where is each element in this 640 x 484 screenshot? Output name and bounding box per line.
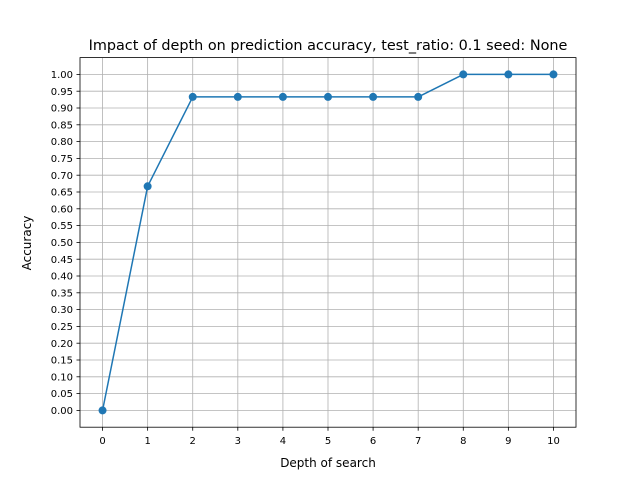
y-tick-label: 0.50 bbox=[51, 238, 73, 249]
y-tick-label: 0.30 bbox=[51, 305, 73, 316]
y-tick-label: 0.35 bbox=[51, 288, 73, 299]
series-layer bbox=[98, 70, 558, 415]
tick-layer: 0 1 2 3 4 5 6 7 8 9 10 0.00 0.05 0.10 0.15 0.20 0.25 0.30… bbox=[51, 70, 560, 447]
y-tick-label: 0.10 bbox=[51, 372, 73, 383]
x-tick-label: 3 bbox=[235, 436, 241, 447]
data-point bbox=[459, 70, 468, 79]
y-tick-label: 1.00 bbox=[51, 70, 73, 81]
data-point bbox=[278, 92, 287, 101]
y-tick-label: 0.60 bbox=[51, 204, 73, 215]
data-point bbox=[504, 70, 513, 79]
x-tick-label: 6 bbox=[370, 436, 376, 447]
data-point bbox=[188, 92, 197, 101]
grid-layer bbox=[80, 57, 576, 428]
data-point bbox=[369, 92, 378, 101]
y-tick-label: 0.25 bbox=[51, 322, 73, 333]
y-tick-label: 0.90 bbox=[51, 104, 73, 115]
y-tick-label: 0.20 bbox=[51, 339, 73, 350]
x-tick-label: 8 bbox=[460, 436, 466, 447]
chart-title: Impact of depth on prediction accuracy, … bbox=[89, 38, 568, 54]
y-tick-label: 0.75 bbox=[51, 154, 73, 165]
y-tick-label: 0.65 bbox=[51, 188, 73, 199]
y-tick-label: 0.40 bbox=[51, 272, 73, 283]
y-tick-label: 0.55 bbox=[51, 221, 73, 232]
data-point bbox=[414, 92, 423, 101]
plot-frame bbox=[79, 57, 577, 428]
y-tick-label: 0.05 bbox=[51, 389, 73, 400]
x-tick-label: 7 bbox=[415, 436, 421, 447]
data-point bbox=[233, 92, 242, 101]
y-tick-label: 0.95 bbox=[51, 87, 73, 98]
x-tick-label: 9 bbox=[505, 436, 511, 447]
y-tick-label: 0.00 bbox=[51, 406, 73, 417]
y-tick-label: 0.70 bbox=[51, 171, 73, 182]
data-point bbox=[324, 92, 332, 101]
x-axis-label: Depth of search bbox=[280, 456, 376, 470]
data-point bbox=[549, 70, 558, 79]
x-tick-label: 2 bbox=[190, 436, 196, 447]
y-tick-label: 0.15 bbox=[51, 356, 73, 367]
y-tick-label: 0.80 bbox=[51, 137, 73, 148]
y-axis-label: Accuracy bbox=[20, 216, 34, 271]
y-tick-label: 0.45 bbox=[51, 255, 73, 266]
data-point bbox=[98, 406, 107, 415]
data-point bbox=[143, 182, 152, 191]
x-tick-label: 0 bbox=[99, 436, 105, 447]
x-tick-label: 10 bbox=[547, 436, 560, 447]
x-tick-label: 1 bbox=[144, 436, 150, 447]
x-tick-label: 5 bbox=[325, 436, 331, 447]
x-tick-label: 4 bbox=[280, 436, 286, 447]
y-tick-label: 0.85 bbox=[51, 120, 73, 131]
